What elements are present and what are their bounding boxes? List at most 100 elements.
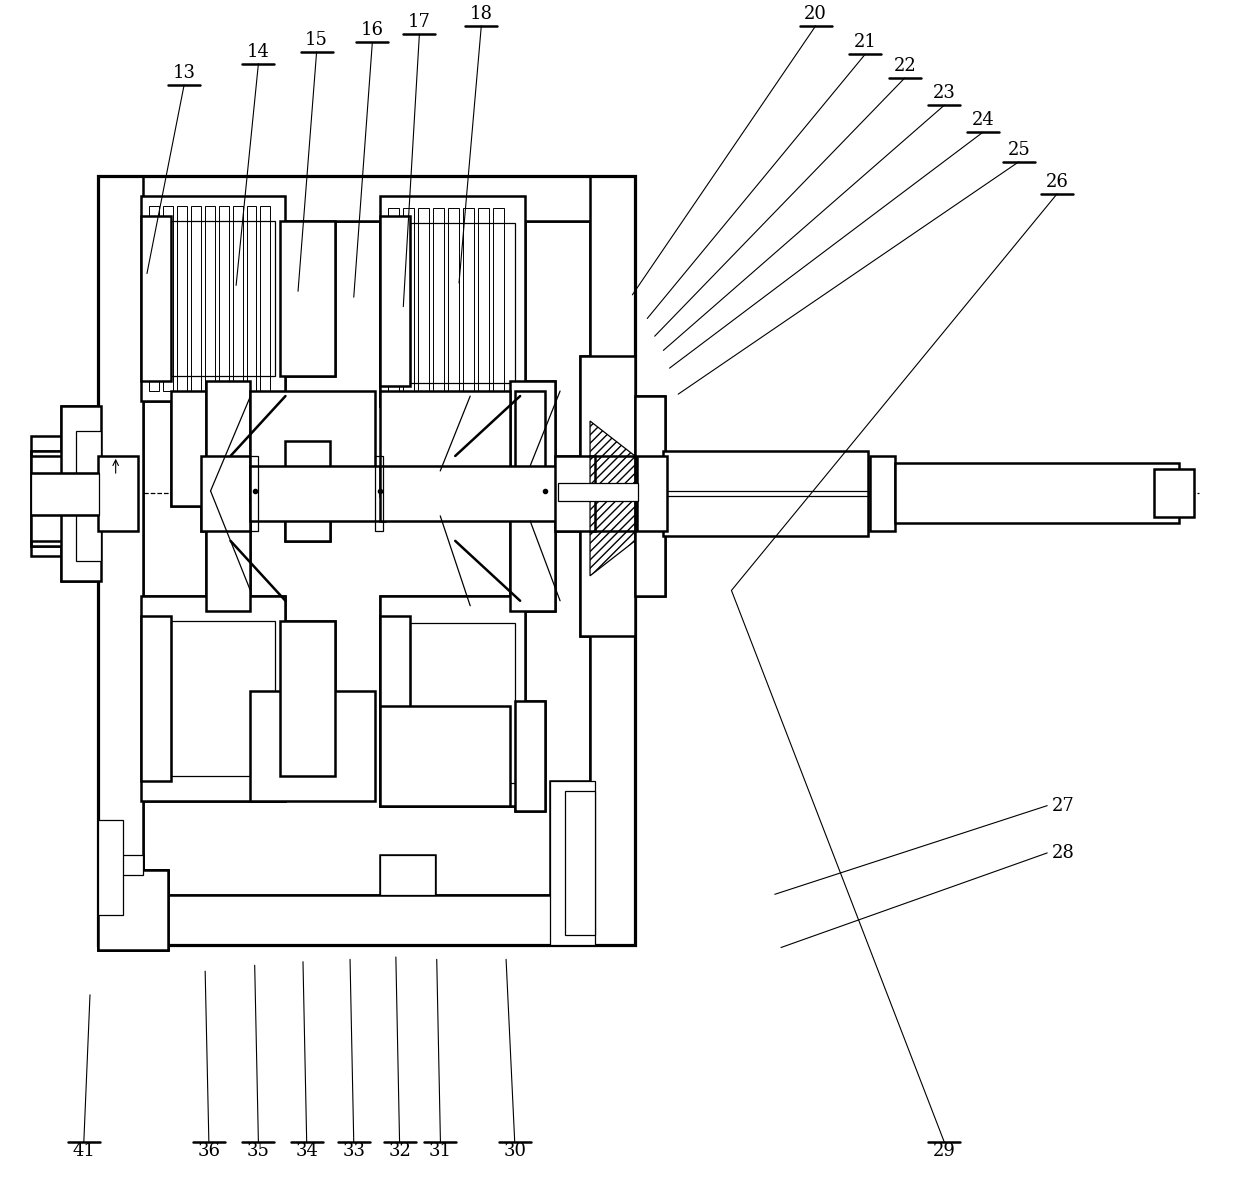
- Bar: [510, 381, 556, 611]
- Bar: [381, 217, 410, 386]
- Bar: [410, 224, 515, 384]
- Bar: [140, 197, 285, 401]
- Bar: [556, 456, 595, 530]
- Text: 29: 29: [932, 1143, 956, 1160]
- Bar: [280, 620, 335, 776]
- Bar: [515, 701, 546, 811]
- Bar: [403, 208, 414, 398]
- Bar: [580, 356, 635, 636]
- Bar: [285, 440, 330, 541]
- Bar: [551, 780, 595, 945]
- Text: 23: 23: [932, 84, 956, 102]
- Bar: [479, 208, 489, 398]
- Bar: [98, 176, 143, 945]
- Bar: [176, 206, 186, 391]
- Bar: [551, 780, 595, 945]
- Bar: [98, 895, 632, 945]
- Bar: [515, 391, 546, 501]
- Bar: [61, 406, 100, 581]
- Bar: [171, 620, 275, 776]
- Text: 35: 35: [247, 1143, 270, 1160]
- Bar: [635, 397, 665, 596]
- Bar: [590, 176, 635, 945]
- Bar: [98, 176, 632, 221]
- Bar: [381, 856, 435, 895]
- Bar: [61, 406, 100, 581]
- Bar: [448, 208, 459, 398]
- Bar: [206, 381, 250, 611]
- Bar: [171, 391, 206, 506]
- Text: 24: 24: [971, 111, 994, 129]
- Bar: [381, 596, 525, 805]
- Bar: [663, 451, 868, 536]
- Text: 18: 18: [470, 5, 492, 22]
- Bar: [140, 197, 285, 401]
- Bar: [201, 456, 250, 530]
- Text: 30: 30: [503, 1143, 526, 1160]
- Bar: [162, 206, 172, 391]
- Bar: [98, 870, 167, 951]
- Bar: [556, 456, 595, 530]
- Bar: [590, 176, 635, 945]
- Bar: [280, 221, 335, 377]
- Bar: [433, 208, 444, 398]
- Bar: [410, 623, 515, 783]
- Bar: [205, 206, 215, 391]
- Text: 34: 34: [295, 1143, 319, 1160]
- Bar: [98, 176, 143, 945]
- Bar: [381, 616, 410, 785]
- Bar: [590, 456, 635, 530]
- Bar: [418, 208, 429, 398]
- Bar: [171, 620, 275, 776]
- Bar: [250, 690, 376, 800]
- Bar: [98, 821, 123, 915]
- Bar: [140, 616, 171, 780]
- Bar: [233, 206, 243, 391]
- Bar: [98, 176, 632, 221]
- Text: 20: 20: [805, 5, 827, 22]
- Bar: [98, 456, 138, 530]
- Bar: [280, 221, 335, 377]
- Bar: [376, 456, 383, 530]
- Bar: [410, 623, 515, 783]
- Text: 22: 22: [894, 57, 916, 75]
- Bar: [381, 466, 565, 521]
- Bar: [515, 701, 546, 811]
- Bar: [247, 206, 257, 391]
- Bar: [515, 391, 546, 501]
- Bar: [171, 391, 206, 506]
- Bar: [31, 436, 98, 456]
- Bar: [894, 463, 1179, 523]
- Bar: [218, 206, 228, 391]
- Bar: [140, 217, 171, 381]
- Bar: [558, 483, 637, 501]
- Bar: [98, 870, 167, 951]
- Text: 17: 17: [408, 13, 430, 31]
- Bar: [381, 616, 410, 785]
- Bar: [98, 821, 123, 915]
- Bar: [31, 451, 98, 546]
- Bar: [381, 391, 510, 496]
- Bar: [464, 208, 474, 398]
- Bar: [171, 221, 275, 377]
- Bar: [285, 440, 330, 541]
- Bar: [1154, 469, 1194, 517]
- Bar: [140, 616, 171, 780]
- Text: 33: 33: [342, 1143, 366, 1160]
- Text: 16: 16: [361, 21, 384, 39]
- Bar: [140, 596, 285, 800]
- Bar: [98, 456, 138, 530]
- Bar: [140, 596, 285, 800]
- Text: 32: 32: [388, 1143, 410, 1160]
- Bar: [98, 895, 632, 945]
- Bar: [171, 221, 275, 377]
- Bar: [637, 456, 667, 530]
- Bar: [206, 381, 250, 611]
- Text: 36: 36: [197, 1143, 221, 1160]
- Bar: [280, 620, 335, 776]
- Bar: [98, 856, 143, 875]
- Bar: [565, 791, 595, 935]
- Bar: [201, 456, 250, 530]
- Text: 41: 41: [72, 1143, 95, 1160]
- Bar: [98, 176, 635, 945]
